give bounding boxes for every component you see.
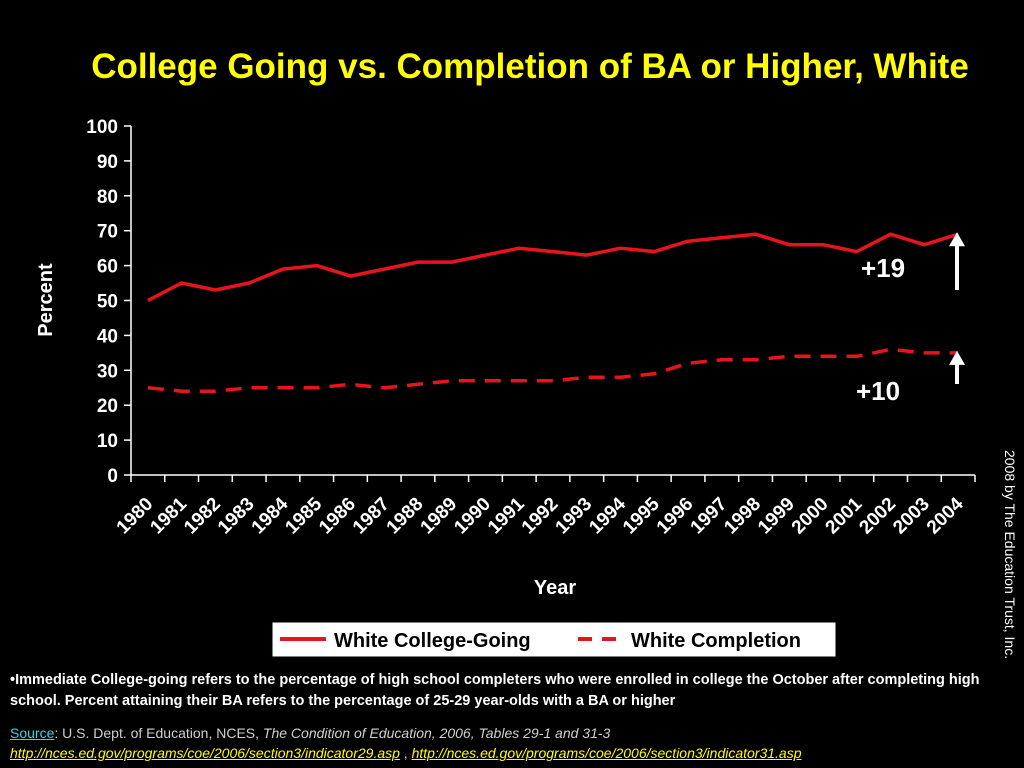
x-tick-label: 1986 [315, 494, 360, 539]
y-tick-label: 100 [86, 117, 118, 138]
source-link-indicator31[interactable]: http://nces.ed.gov/programs/coe/2006/sec… [411, 745, 802, 761]
y-axis: 0 10 20 30 40 50 60 70 80 90 100 [86, 117, 132, 487]
x-axis: 1980198119821983198419851986198719881989… [113, 474, 976, 539]
source-separator: , [399, 745, 412, 761]
x-tick-label: 1987 [349, 494, 394, 539]
y-tick-label: 0 [107, 466, 118, 487]
source-text: : U.S. Dept. of Education, NCES, [54, 725, 263, 741]
y-tick-label: 60 [97, 257, 118, 278]
x-tick-label: 1981 [146, 493, 191, 538]
x-tick-label: 2001 [822, 493, 867, 538]
x-tick-label: 1988 [383, 494, 428, 539]
x-tick-label: 1993 [552, 494, 597, 539]
y-tick-label: 50 [97, 292, 118, 313]
college-going-change-label: +19 [861, 253, 905, 283]
completion-change-label: +10 [856, 376, 900, 406]
series-line-completion [147, 347, 959, 393]
change-arrows [949, 232, 965, 384]
legend-label-completion: White Completion [631, 630, 801, 652]
legend-box [271, 621, 837, 658]
x-tick-label: 2002 [855, 494, 900, 539]
series-lines [147, 232, 959, 393]
x-tick-label: 1982 [180, 494, 225, 539]
y-tick-label: 90 [97, 152, 118, 173]
y-tick-label: 20 [97, 396, 118, 417]
y-tick-label: 70 [97, 222, 118, 243]
x-tick-label: 2004 [923, 493, 968, 538]
x-tick-label: 1991 [484, 493, 529, 538]
x-tick-label: 1989 [417, 494, 462, 539]
y-tick-label: 80 [97, 187, 118, 208]
y-tick-label: 40 [97, 326, 118, 347]
footnote: •Immediate College-going refers to the p… [10, 672, 980, 709]
x-tick-label: 1994 [585, 493, 630, 538]
legend: White College-Going White Completion [271, 621, 837, 658]
y-tick-label: 10 [97, 431, 118, 452]
x-tick-label: 1999 [754, 494, 799, 539]
y-tick-label: 30 [97, 361, 118, 382]
x-tick-label: 1998 [720, 494, 765, 539]
college-going-arrow-head [949, 232, 965, 247]
x-tick-label: 1985 [281, 493, 326, 538]
x-tick-label: 1984 [248, 493, 293, 538]
x-tick-label: 1990 [450, 494, 495, 539]
copyright-notice: 2008 by The Education Trust, Inc. [1002, 450, 1018, 660]
source-publication: The Condition of Education, 2006, Tables… [262, 725, 611, 741]
x-tick-label: 1997 [687, 494, 732, 539]
y-axis-title: Percent [35, 263, 57, 337]
x-tick-label: 1995 [619, 493, 664, 538]
x-axis-title: Year [534, 577, 576, 599]
source-citation: Source: U.S. Dept. of Education, NCES, T… [10, 723, 1010, 763]
series-line-college-going [147, 232, 959, 303]
x-tick-label: 2003 [889, 494, 934, 539]
legend-label-college-going: White College-Going [334, 630, 531, 652]
x-tick-label: 2000 [788, 494, 833, 539]
completion-arrow-head [949, 350, 965, 365]
x-tick-label: 1980 [113, 494, 158, 539]
x-tick-label: 1992 [518, 494, 563, 539]
source-link-indicator29[interactable]: http://nces.ed.gov/programs/coe/2006/sec… [10, 745, 400, 761]
source-label: Source [10, 725, 55, 741]
x-tick-label: 1983 [214, 494, 259, 539]
x-tick-label: 1996 [653, 494, 698, 539]
chart-title: College Going vs. Completion of BA or Hi… [91, 47, 969, 86]
